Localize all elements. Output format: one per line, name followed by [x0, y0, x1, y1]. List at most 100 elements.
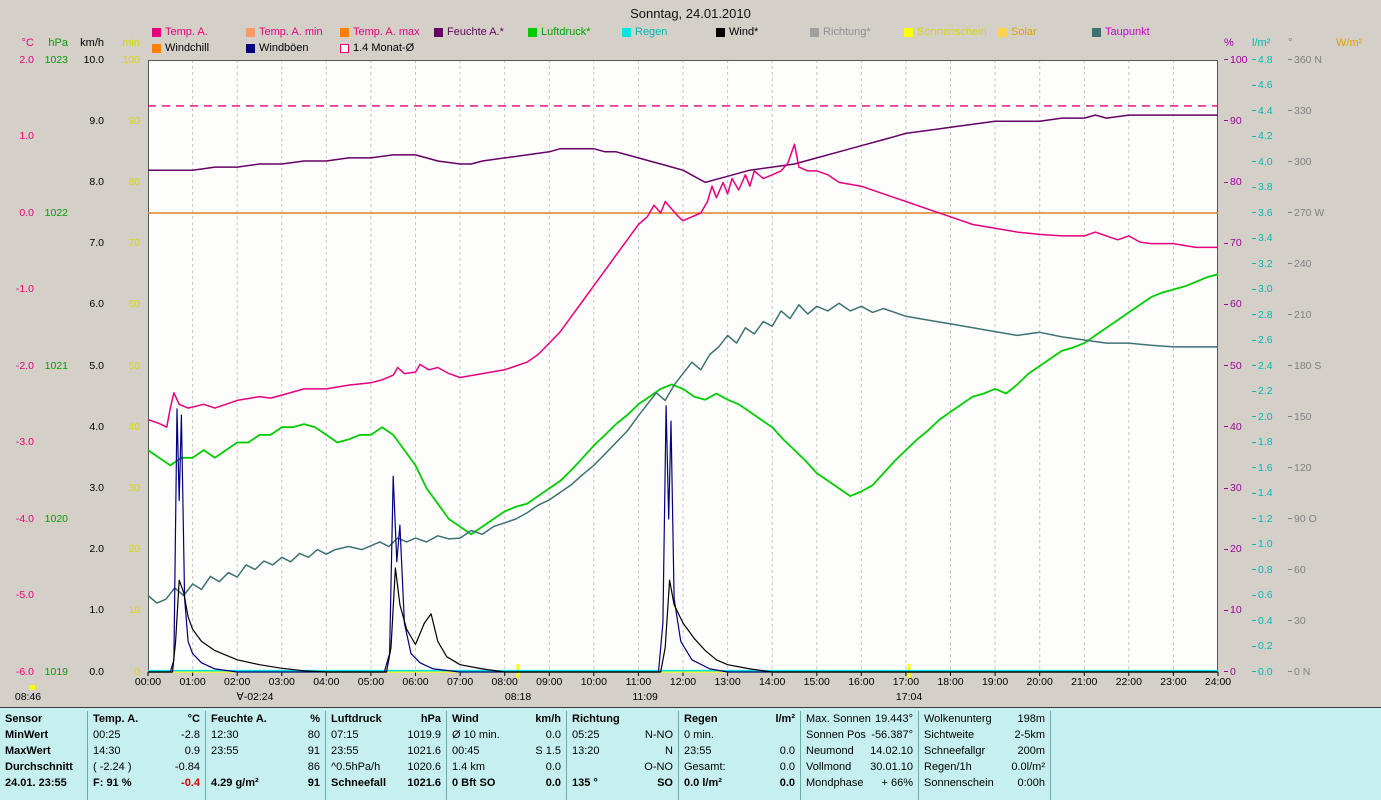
axis-unit-degC: °C — [21, 37, 34, 49]
table-cell: Max. Sonnen 19.443° — [806, 713, 913, 725]
x-tick-label: 08:00 — [491, 676, 518, 688]
axis-label-lm2: 1.2 — [1252, 513, 1286, 525]
axis-label-pct: 100 — [1224, 54, 1252, 66]
axis-label-lm2: 0.6 — [1252, 590, 1286, 601]
x-tick-label: 15:00 — [803, 676, 830, 688]
x-tick-label: 22:00 — [1115, 676, 1142, 688]
axis-label-deg: 30 — [1288, 615, 1336, 627]
table-cell: Wolkenunterg 198m — [924, 713, 1045, 725]
legend-item-feuchte-a-[interactable]: Feuchte A.* — [434, 26, 528, 38]
axis-label-hpa: 1021 — [44, 359, 68, 372]
legend-label: 1.4 Monat-Ø — [353, 42, 415, 54]
axis-label-lm2: 1.8 — [1252, 437, 1286, 448]
axis-label-min: 60 — [128, 298, 140, 311]
legend-item-solar[interactable]: Solar — [998, 26, 1092, 38]
table-cell: 1.4 km 0.0 — [452, 761, 561, 773]
x-tick-label: 24:00 — [1204, 676, 1232, 688]
table-row-label: Durchschnitt — [5, 761, 73, 773]
table-info2: Wolkenunterg 198m Sichtweite 2-5km Schneefal… — [919, 711, 1051, 800]
axis-label-lm2: 3.6 — [1252, 207, 1286, 219]
x-tick-label: 14:00 — [759, 676, 786, 688]
legend-item-temp-a-min[interactable]: Temp. A. min — [246, 26, 340, 38]
axis-label-pct: 70 — [1224, 238, 1252, 249]
axis-unit-pct: % — [1224, 37, 1234, 49]
x-tick-label: 01:00 — [179, 676, 206, 688]
x-tick-label: 07:00 — [446, 676, 474, 688]
x-tick-label: 23:00 — [1160, 676, 1187, 688]
axis-label-kmh: 1.0 — [89, 604, 104, 617]
legend-label: Windböen — [259, 42, 309, 54]
axis-unit-kmh: km/h — [80, 37, 104, 49]
event-label: 11:09 — [632, 691, 658, 703]
page-title: Sonntag, 24.01.2010 — [630, 6, 751, 21]
table-col-header: Regen l/m² — [684, 713, 795, 725]
table-cell: Mondphase + 66% — [806, 777, 913, 789]
axis-label-min: 100 — [122, 53, 140, 66]
table-cell: F: 91 % -0.4 — [93, 777, 200, 789]
legend-item-windchill[interactable]: Windchill — [152, 42, 246, 54]
table-cell: Gesamt: 0.0 — [684, 761, 795, 773]
axis-label-kmh: 6.0 — [89, 298, 104, 311]
chart-plot-area[interactable] — [147, 60, 1219, 678]
table-cell: Regen/1h 0.0l/m² — [924, 761, 1045, 773]
axis-label-deg: 180 S — [1288, 360, 1336, 372]
legend-label: Solar — [1011, 26, 1037, 38]
x-tick-label: 19:00 — [981, 676, 1009, 688]
legend-item-sonnenschein[interactable]: Sonnenschein — [904, 26, 998, 38]
legend-swatch — [340, 43, 349, 53]
axis-label-kmh: 4.0 — [89, 420, 104, 433]
x-tick-label: 04:00 — [313, 676, 340, 688]
axis-label-pct: 60 — [1224, 299, 1252, 310]
axis-label-deg: 90 O — [1288, 513, 1336, 525]
legend-label: Wind* — [729, 26, 759, 38]
axis-label-kmh: 3.0 — [89, 481, 104, 494]
axis-label-deg: 240 — [1288, 258, 1336, 270]
axis-label-kmh: 5.0 — [89, 359, 104, 372]
legend-item-1-4-monat-[interactable]: 1.4 Monat-Ø — [340, 42, 434, 54]
axis-label-min: 20 — [128, 543, 140, 556]
table-row-label: Sensor — [5, 713, 43, 725]
table-cell: Ø 10 min. 0.0 — [452, 729, 561, 741]
legend-item-temp-a-[interactable]: Temp. A. — [152, 26, 246, 38]
legend-label: Taupunkt — [1105, 26, 1150, 38]
axis-label-min: 50 — [128, 359, 140, 372]
axis-label-pct: 0 — [1224, 666, 1252, 678]
legend-item-wind-[interactable]: Wind* — [716, 26, 810, 38]
legend-label: Temp. A. max — [353, 26, 420, 38]
axis-label-min: 30 — [128, 481, 140, 494]
axis-label-pct: 80 — [1224, 176, 1252, 188]
legend-item-taupunkt[interactable]: Taupunkt — [1092, 26, 1186, 38]
x-tick-label: 02:00 — [224, 676, 251, 688]
legend-item-windb-en[interactable]: Windböen — [246, 42, 340, 54]
summary-table: Sensor MinWert MaxWert Durchschnitt 24.01. 2… — [0, 707, 1381, 800]
event-label: 08:18 — [504, 691, 532, 703]
legend-item-regen[interactable]: Regen — [622, 26, 716, 38]
legend-label: Feuchte A.* — [447, 26, 504, 38]
legend-swatch — [246, 43, 255, 53]
table-col-richtung: Richtung 05:25 N-NO 13:20 N O-NO 135 ° SO — [567, 711, 679, 800]
axis-label-min: 0 — [134, 665, 140, 678]
axis-unit-lm2: l/m² — [1252, 37, 1271, 49]
x-tick-label: 00:00 — [134, 676, 162, 688]
table-col-feuchte-a-: Feuchte A.% 12:30 80 23:55 91 86 4.29 g/m² 91 — [206, 711, 326, 800]
table-cell: 12:30 80 — [211, 729, 320, 741]
legend-item-temp-a-max[interactable]: Temp. A. max — [340, 26, 434, 38]
table-cell: 14:30 0.9 — [93, 745, 200, 757]
axis-label-degC: -3.0 — [15, 436, 34, 448]
axis-label-degC: 0.0 — [19, 206, 34, 219]
table-cell: Sichtweite 2-5km — [924, 729, 1045, 741]
table-row-labels: Sensor MinWert MaxWert Durchschnitt 24.01. 2… — [0, 711, 88, 800]
table-cell: ^0.5hPa/h 1020.6 — [331, 761, 441, 773]
axis-label-lm2: 0.0 — [1252, 666, 1286, 678]
table-row-label: 24.01. 23:55 — [5, 777, 67, 789]
legend-label: Windchill — [165, 42, 210, 54]
table-col-header: Wind km/h — [452, 713, 561, 725]
table-cell: Vollmond 30.01.10 — [806, 761, 913, 773]
table-cell: 00:25 -2.8 — [93, 729, 200, 741]
table-filler — [1051, 711, 1381, 800]
axis-label-kmh: 9.0 — [89, 114, 104, 127]
axis-label-hpa: 1020 — [44, 512, 68, 525]
legend-item-richtung-[interactable]: Richtung* — [810, 26, 904, 38]
legend-item-luftdruck-[interactable]: Luftdruck* — [528, 26, 622, 38]
table-cell: 07:15 1019.9 — [331, 729, 441, 741]
